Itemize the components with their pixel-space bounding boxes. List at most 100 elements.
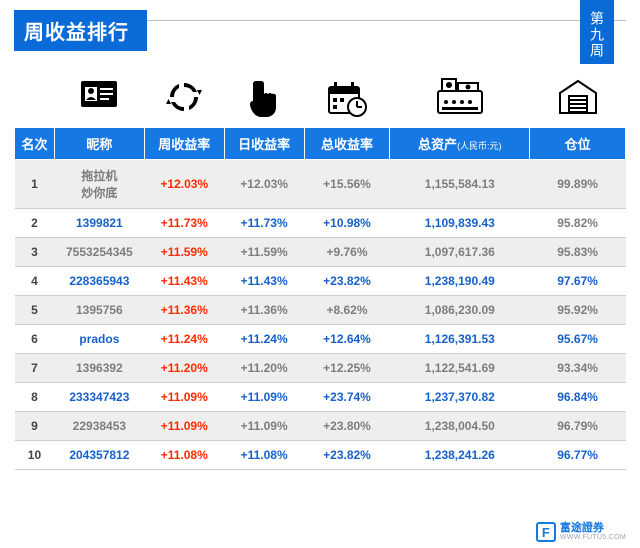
- cell-asset: 1,238,241.26: [390, 441, 530, 470]
- cell-rank: 5: [15, 296, 55, 325]
- cell-total: +23.82%: [304, 441, 390, 470]
- ranking-table: 名次 昵称 周收益率 日收益率 总收益率 总资产(人民币:元) 仓位 1拖拉机炒…: [14, 127, 626, 470]
- cell-asset: 1,122,541.69: [390, 354, 530, 383]
- cell-rank: 6: [15, 325, 55, 354]
- cell-rank: 9: [15, 412, 55, 441]
- title-rule: [147, 20, 626, 21]
- cell-rank: 8: [15, 383, 55, 412]
- cell-position: 99.89%: [530, 160, 626, 209]
- cell-asset: 1,237,370.82: [390, 383, 530, 412]
- warehouse-icon: [530, 77, 626, 119]
- cell-weekly: +11.59%: [144, 238, 224, 267]
- cell-asset: 1,097,617.36: [390, 238, 530, 267]
- page-title: 周收益排行: [14, 10, 147, 51]
- cell-daily: +11.43%: [224, 267, 304, 296]
- table-row: 1拖拉机炒你底+12.03%+12.03%+15.56%1,155,584.13…: [15, 160, 626, 209]
- cell-nick: 1396392: [54, 354, 144, 383]
- table-row: 922938453+11.09%+11.09%+23.80%1,238,004.…: [15, 412, 626, 441]
- table-row: 8233347423+11.09%+11.09%+23.74%1,237,370…: [15, 383, 626, 412]
- col-weekly: 周收益率: [144, 128, 224, 160]
- cell-total: +8.62%: [304, 296, 390, 325]
- cell-weekly: +12.03%: [144, 160, 224, 209]
- cell-nick: 1399821: [54, 209, 144, 238]
- cell-weekly: +11.20%: [144, 354, 224, 383]
- cell-nick: 228365943: [54, 267, 144, 296]
- col-rank: 名次: [15, 128, 55, 160]
- cell-total: +23.74%: [304, 383, 390, 412]
- cell-total: +9.76%: [304, 238, 390, 267]
- table-row: 71396392+11.20%+11.20%+12.25%1,122,541.6…: [15, 354, 626, 383]
- table-row: 51395756+11.36%+11.36%+8.62%1,086,230.09…: [15, 296, 626, 325]
- cell-weekly: +11.09%: [144, 412, 224, 441]
- cell-weekly: +11.24%: [144, 325, 224, 354]
- cell-daily: +11.08%: [224, 441, 304, 470]
- cell-daily: +11.59%: [224, 238, 304, 267]
- cell-nick: 1395756: [54, 296, 144, 325]
- col-nick: 昵称: [54, 128, 144, 160]
- cell-asset: 1,155,584.13: [390, 160, 530, 209]
- cell-weekly: +11.73%: [144, 209, 224, 238]
- title-row: 周收益排行: [14, 10, 626, 51]
- cell-daily: +12.03%: [224, 160, 304, 209]
- col-position: 仓位: [530, 128, 626, 160]
- cell-asset: 1,086,230.09: [390, 296, 530, 325]
- table-row: 21399821+11.73%+11.73%+10.98%1,109,839.4…: [15, 209, 626, 238]
- refresh-icon: [144, 77, 224, 119]
- cell-position: 95.82%: [530, 209, 626, 238]
- cell-weekly: +11.43%: [144, 267, 224, 296]
- cell-asset: 1,238,190.49: [390, 267, 530, 296]
- cell-position: 95.83%: [530, 238, 626, 267]
- cell-total: +23.82%: [304, 267, 390, 296]
- table-row: 6prados+11.24%+11.24%+12.64%1,126,391.53…: [15, 325, 626, 354]
- col-daily: 日收益率: [224, 128, 304, 160]
- cell-rank: 3: [15, 238, 55, 267]
- table-row: 37553254345+11.59%+11.59%+9.76%1,097,617…: [15, 238, 626, 267]
- cell-daily: +11.73%: [224, 209, 304, 238]
- calendar-clock-icon: [304, 77, 390, 119]
- cell-daily: +11.36%: [224, 296, 304, 325]
- cell-position: 95.67%: [530, 325, 626, 354]
- cell-daily: +11.09%: [224, 412, 304, 441]
- cell-nick: prados: [54, 325, 144, 354]
- cell-weekly: +11.36%: [144, 296, 224, 325]
- cell-rank: 10: [15, 441, 55, 470]
- footer-logo: F 富途證券 WWW.FUTU5.COM: [536, 522, 626, 542]
- cell-total: +12.64%: [304, 325, 390, 354]
- cell-nick: 204357812: [54, 441, 144, 470]
- table-row: 10204357812+11.08%+11.08%+23.82%1,238,24…: [15, 441, 626, 470]
- cell-weekly: +11.08%: [144, 441, 224, 470]
- cell-rank: 7: [15, 354, 55, 383]
- cell-position: 96.77%: [530, 441, 626, 470]
- cell-rank: 4: [15, 267, 55, 296]
- cell-asset: 1,126,391.53: [390, 325, 530, 354]
- cell-position: 96.79%: [530, 412, 626, 441]
- table-header-row: 名次 昵称 周收益率 日收益率 总收益率 总资产(人民币:元) 仓位: [15, 128, 626, 160]
- cell-position: 96.84%: [530, 383, 626, 412]
- cell-nick: 7553254345: [54, 238, 144, 267]
- logo-mark-icon: F: [536, 522, 556, 542]
- cell-nick: 22938453: [54, 412, 144, 441]
- cell-total: +12.25%: [304, 354, 390, 383]
- hand-pointer-icon: [224, 77, 304, 119]
- table-row: 4228365943+11.43%+11.43%+23.82%1,238,190…: [15, 267, 626, 296]
- cell-total: +10.98%: [304, 209, 390, 238]
- col-total: 总收益率: [304, 128, 390, 160]
- header-icons: [14, 77, 626, 119]
- cell-asset: 1,238,004.50: [390, 412, 530, 441]
- cell-asset: 1,109,839.43: [390, 209, 530, 238]
- cell-position: 97.67%: [530, 267, 626, 296]
- cell-rank: 1: [15, 160, 55, 209]
- brand-name: 富途證券: [560, 523, 626, 534]
- id-card-icon: [54, 77, 144, 119]
- col-asset: 总资产(人民币:元): [390, 128, 530, 160]
- cell-position: 93.34%: [530, 354, 626, 383]
- cash-box-icon: [390, 77, 530, 119]
- cell-total: +15.56%: [304, 160, 390, 209]
- cell-position: 95.92%: [530, 296, 626, 325]
- cell-daily: +11.20%: [224, 354, 304, 383]
- cell-nick: 233347423: [54, 383, 144, 412]
- cell-daily: +11.24%: [224, 325, 304, 354]
- cell-daily: +11.09%: [224, 383, 304, 412]
- cell-weekly: +11.09%: [144, 383, 224, 412]
- cell-rank: 2: [15, 209, 55, 238]
